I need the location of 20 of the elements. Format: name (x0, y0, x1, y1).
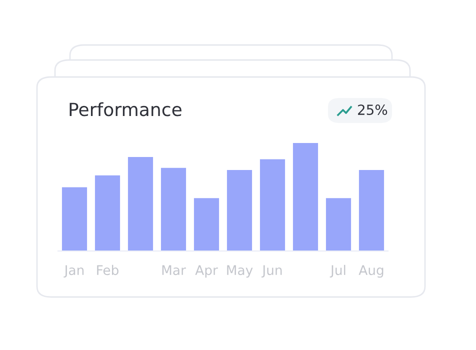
bar (160, 168, 186, 251)
x-tick-label: Jul (330, 264, 346, 278)
bar (358, 170, 384, 251)
bar (326, 198, 352, 251)
x-tick-label: Jan (64, 265, 84, 278)
chart-title: Performance (70, 102, 182, 116)
x-tick-label: Mar (162, 265, 186, 276)
bar (292, 143, 318, 251)
text: 25% (358, 104, 388, 116)
x-tick-label: Apr (195, 265, 218, 278)
x-tick-label: Feb (97, 264, 118, 276)
bar (194, 198, 220, 251)
bar (226, 170, 252, 251)
bar (62, 187, 88, 251)
x-tick-label: May (227, 265, 253, 278)
x-tick-label: Aug (358, 265, 384, 278)
x-tick-label: Jun (262, 265, 282, 278)
bar (128, 157, 154, 251)
bar (94, 175, 120, 251)
bar (260, 159, 286, 251)
